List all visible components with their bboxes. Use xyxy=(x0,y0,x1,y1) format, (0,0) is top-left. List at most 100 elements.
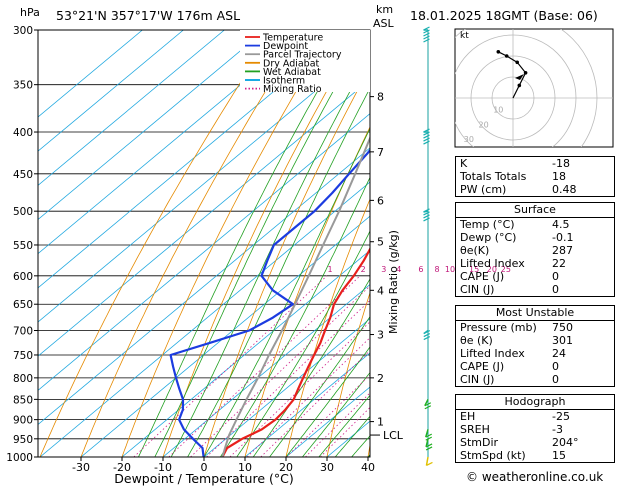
row-label: Lifted Index xyxy=(460,257,525,270)
wet-adiabat-line xyxy=(269,316,370,457)
row-value: 0 xyxy=(552,360,559,373)
mixing-ratio-labels: 1 2 3 4 6 8 10 15 20 25 xyxy=(328,265,511,274)
wet-adiabat-line xyxy=(236,230,370,457)
row-value: 15 xyxy=(552,449,566,462)
row-value: 0 xyxy=(552,270,559,283)
lcl-label: LCL xyxy=(383,429,404,442)
row-label: Temp (°C) xyxy=(460,218,515,231)
row-value: 301 xyxy=(552,334,573,347)
mixing-ratio-label: 8 xyxy=(435,265,440,274)
surface-title: Surface xyxy=(514,203,556,216)
row-label: StmSpd (kt) xyxy=(460,449,526,462)
hpa-label: hPa xyxy=(20,6,40,19)
dry-adiabat-line xyxy=(203,66,370,457)
table-row: Dewp (°C) -0.1 xyxy=(456,231,614,244)
row-label: Pressure (mb) xyxy=(460,321,537,334)
y-tick-label: 400 xyxy=(13,127,33,139)
km-tick-label: 5 xyxy=(377,236,384,249)
row-value: 18 xyxy=(552,170,566,183)
mixing-ratio-label: 3 xyxy=(381,265,386,274)
station-location: 53°21'N 357°17'W 176m ASL xyxy=(56,8,240,23)
wet-adiabat-line xyxy=(187,87,370,457)
row-label: θe(K) xyxy=(460,244,490,257)
table-row: K -18 xyxy=(456,157,614,170)
legend-label: Parcel Trajectory xyxy=(263,50,342,61)
legend-label: Isotherm xyxy=(263,76,305,87)
wind-barb-flag xyxy=(423,26,430,31)
x-tick-label: 40 xyxy=(361,461,375,474)
wind-barb-flag xyxy=(426,461,433,466)
y-tick-label: 900 xyxy=(13,415,33,427)
km-tick-label: 6 xyxy=(377,194,384,207)
km-tick-label: 1 xyxy=(377,416,384,429)
x-axis-label: Dewpoint / Temperature (°C) xyxy=(114,471,293,486)
wind-barb-flag xyxy=(425,436,433,441)
table-row: StmDir 204° xyxy=(456,436,614,449)
row-value: 750 xyxy=(552,321,573,334)
table-row: CIN (J) 0 xyxy=(456,283,614,296)
x-tick-label: -30 xyxy=(72,461,90,474)
isotherm-line xyxy=(162,283,370,457)
row-label: CAPE (J) xyxy=(460,270,505,283)
wind-barb-flag xyxy=(423,32,430,37)
mixing-ratio-line xyxy=(133,275,328,457)
x-tick-label: -10 xyxy=(154,461,172,474)
mixing-ratio-line xyxy=(190,285,370,457)
isotherm-line xyxy=(38,78,370,357)
km-tick-label: 3 xyxy=(377,329,384,342)
wind-barb xyxy=(425,438,429,448)
row-value: 0.48 xyxy=(552,183,577,196)
y-tick-label: 550 xyxy=(13,240,33,252)
sounding-curves xyxy=(169,135,370,457)
hodograph-ring-label: 30 xyxy=(464,135,474,144)
y-tick-label: 750 xyxy=(13,350,33,362)
hodograph-ring-label: 10 xyxy=(493,106,503,115)
mixing-ratio-label: 1 xyxy=(328,265,333,274)
legend-label: Dry Adiabat xyxy=(263,58,320,69)
wind-barb-flag xyxy=(423,217,430,222)
km-tick-label: 8 xyxy=(377,91,384,104)
hodograph-table: Hodograph EH -25 SREH -3 StmDir 204° StmSpd (k… xyxy=(455,394,615,463)
wet-adiabat-line xyxy=(318,394,370,457)
y-tick-label: 850 xyxy=(13,394,33,406)
row-value: 0 xyxy=(552,373,559,386)
y-tick-label: 700 xyxy=(13,326,33,338)
wind-barb-flag xyxy=(425,446,433,451)
isotherm-line xyxy=(80,215,370,457)
table-row: Temp (°C) 4.5 xyxy=(456,217,614,231)
row-value: -3 xyxy=(552,423,563,436)
surface-table: Surface Temp (°C) 4.5 Dewp (°C) -0.1 θe(K) 28… xyxy=(455,202,615,297)
km-label: km xyxy=(376,3,393,16)
wind-barb-flag xyxy=(423,330,431,335)
mixing-ratio-label: 10 xyxy=(445,265,455,274)
y-tick-label: 500 xyxy=(13,206,33,218)
table-row: SREH -3 xyxy=(456,423,614,436)
wind-barb-flag xyxy=(423,333,431,338)
isotherm-line xyxy=(39,181,370,457)
dry-adiabat-line xyxy=(121,30,333,457)
row-label: PW (cm) xyxy=(460,183,507,196)
dry-adiabat-line xyxy=(162,30,362,457)
wind-barb-flag xyxy=(423,336,431,341)
x-tick-label: 0 xyxy=(201,461,208,474)
credit: © weatheronline.co.uk xyxy=(466,470,604,484)
dewpoint-curve xyxy=(169,148,370,457)
dry-adiabat-line xyxy=(614,18,629,457)
mixing-ratio-label: 25 xyxy=(501,265,511,274)
wet-adiabat-line xyxy=(154,30,369,457)
wind-barb-flag xyxy=(424,402,432,407)
table-row: CIN (J) 0 xyxy=(456,373,614,386)
isotherm-line xyxy=(38,44,370,323)
mixing-ratio-line xyxy=(260,349,370,457)
wind-barb xyxy=(425,456,429,466)
y-tick-label: 600 xyxy=(13,271,33,283)
x-tick-label: 30 xyxy=(320,461,334,474)
mixing-ratio-label: 2 xyxy=(361,265,366,274)
hodograph-frame xyxy=(454,28,614,148)
dry-adiabat-line xyxy=(80,30,304,457)
y-tick-label: 350 xyxy=(13,80,33,92)
y-tick-label: 300 xyxy=(13,25,33,37)
most-unstable-table: Most Unstable Pressure (mb) 750 θe (K) 301 L… xyxy=(455,305,615,387)
table-row: Totals Totals 18 xyxy=(456,170,614,183)
